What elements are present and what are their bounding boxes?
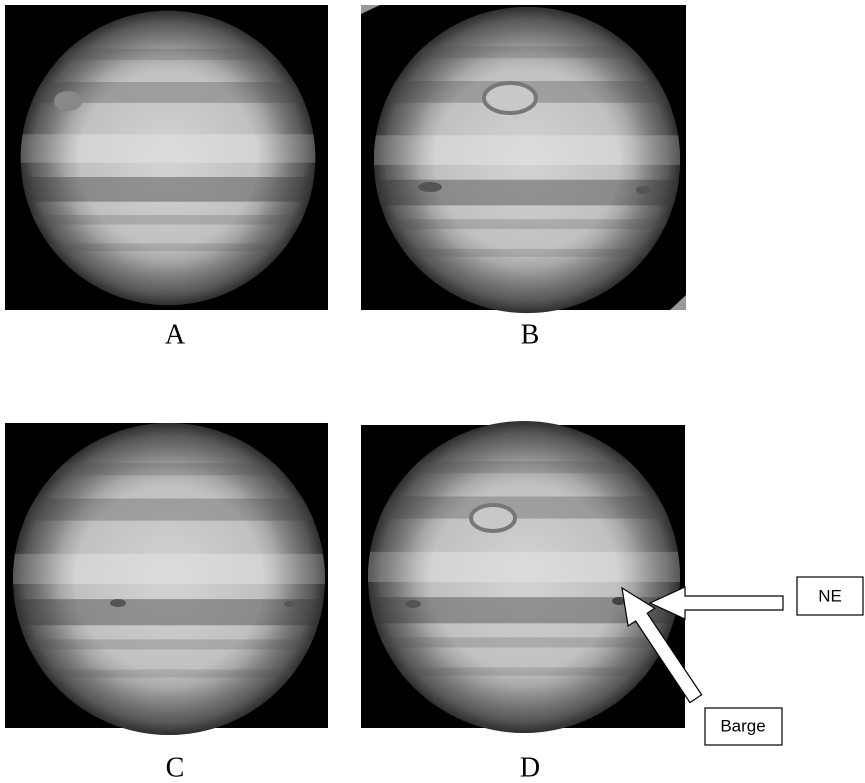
great-red-spot (484, 83, 536, 113)
panel-label: D (520, 752, 540, 783)
annotation-label: Barge (720, 716, 765, 735)
spot (405, 600, 421, 608)
annotation-label: NE (818, 586, 842, 605)
spot (54, 91, 82, 111)
spot (284, 601, 296, 607)
panel-label: A (165, 319, 186, 350)
panel-label: B (521, 319, 540, 350)
spot (636, 186, 652, 194)
spot (418, 182, 442, 192)
figure: A B C D NE Barge (0, 0, 865, 783)
great-red-spot (471, 505, 515, 531)
spot (110, 599, 126, 607)
page: A B C D NE Barge (() => { const data = J… (0, 0, 865, 783)
panel-label: C (166, 752, 185, 783)
